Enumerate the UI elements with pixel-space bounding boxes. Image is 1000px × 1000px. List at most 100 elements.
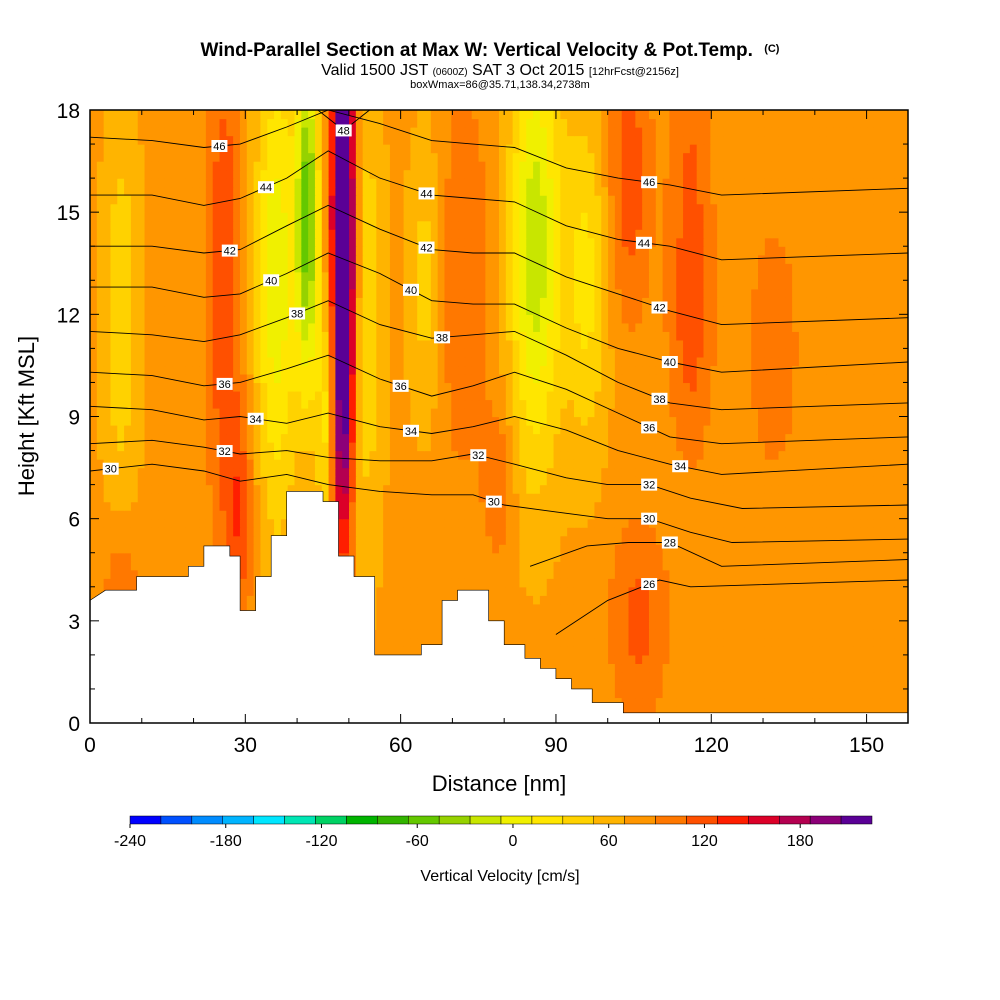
velocity-cell — [560, 663, 568, 673]
velocity-cell — [117, 450, 125, 460]
velocity-cell — [396, 637, 405, 647]
velocity-cell — [642, 459, 650, 469]
velocity-cell — [499, 603, 507, 613]
velocity-cell — [614, 518, 623, 528]
velocity-cell — [642, 467, 650, 477]
velocity-cell — [744, 603, 752, 613]
velocity-cell — [655, 425, 664, 435]
velocity-cell — [328, 407, 336, 418]
velocity-cell — [805, 433, 814, 443]
velocity-cell — [314, 382, 323, 392]
velocity-cell — [901, 390, 908, 401]
velocity-cell — [349, 425, 357, 435]
velocity-cell — [792, 561, 800, 571]
velocity-cell — [274, 382, 282, 392]
velocity-cell — [737, 620, 745, 630]
velocity-cell — [805, 416, 814, 426]
velocity-cell — [512, 552, 521, 562]
velocity-cell — [512, 569, 521, 579]
velocity-cell — [417, 476, 425, 486]
velocity-cell — [526, 629, 534, 639]
velocity-cell — [124, 484, 132, 494]
velocity-cell — [499, 407, 507, 418]
velocity-cell — [689, 561, 698, 571]
velocity-cell — [492, 484, 500, 494]
velocity-cell — [389, 646, 398, 656]
velocity-cell — [355, 527, 364, 537]
velocity-cell — [335, 450, 343, 460]
velocity-cell — [833, 433, 841, 443]
velocity-cell — [253, 450, 262, 460]
velocity-cell — [164, 552, 173, 562]
velocity-cell — [424, 382, 432, 392]
velocity-cell — [362, 442, 371, 452]
velocity-cell — [396, 459, 405, 469]
velocity-cell — [171, 561, 180, 571]
velocity-cell — [873, 501, 882, 511]
velocity-cell — [417, 425, 425, 435]
velocity-cell — [389, 612, 398, 622]
velocity-cell — [389, 510, 398, 520]
velocity-cell — [424, 407, 432, 418]
velocity-cell — [233, 493, 241, 503]
velocity-cell — [519, 476, 527, 486]
velocity-cell — [546, 629, 555, 639]
velocity-cell — [376, 544, 384, 554]
velocity-cell — [798, 518, 807, 528]
velocity-cell — [669, 680, 677, 690]
velocity-cell — [110, 450, 118, 460]
velocity-cell — [614, 697, 623, 707]
velocity-cell — [321, 459, 330, 469]
velocity-cell — [873, 629, 882, 639]
velocity-cell — [417, 561, 425, 571]
velocity-cell — [655, 552, 664, 562]
velocity-cell — [614, 433, 623, 443]
velocity-cell — [464, 561, 473, 571]
velocity-cell — [635, 569, 643, 579]
velocity-cell — [812, 603, 820, 613]
velocity-cell — [648, 612, 657, 622]
velocity-cell — [867, 680, 875, 690]
velocity-cell — [124, 365, 132, 375]
velocity-cell — [280, 373, 289, 384]
velocity-cell — [887, 518, 895, 528]
velocity-cell — [737, 373, 745, 384]
velocity-cell — [505, 390, 514, 401]
velocity-cell — [798, 569, 807, 579]
velocity-cell — [696, 646, 705, 656]
velocity-cell — [648, 688, 657, 699]
velocity-cell — [833, 620, 841, 630]
velocity-cell — [389, 629, 398, 639]
velocity-cell — [403, 637, 411, 647]
velocity-cell — [519, 518, 527, 528]
velocity-cell — [628, 569, 636, 579]
velocity-cell — [880, 561, 889, 571]
velocity-cell — [512, 425, 521, 435]
velocity-cell — [383, 569, 391, 579]
velocity-cell — [778, 442, 786, 452]
velocity-cell — [349, 416, 357, 426]
velocity-cell — [280, 459, 289, 469]
velocity-cell — [553, 382, 561, 392]
velocity-cell — [383, 586, 391, 596]
velocity-cell — [764, 569, 773, 579]
velocity-cell — [533, 373, 541, 384]
velocity-cell — [287, 459, 296, 469]
velocity-cell — [239, 586, 248, 596]
velocity-cell — [403, 578, 411, 588]
velocity-cell — [737, 544, 745, 554]
velocity-cell — [389, 561, 398, 571]
velocity-cell — [171, 518, 180, 528]
velocity-cell — [778, 552, 786, 562]
velocity-cell — [635, 595, 643, 605]
velocity-cell — [723, 510, 732, 520]
velocity-cell — [533, 646, 541, 656]
velocity-cell — [758, 416, 766, 426]
velocity-cell — [294, 450, 302, 460]
velocity-cell — [499, 535, 507, 545]
velocity-cell — [662, 612, 671, 622]
velocity-cell — [792, 697, 800, 707]
velocity-cell — [499, 365, 507, 375]
velocity-cell — [655, 459, 664, 469]
velocity-cell — [778, 595, 786, 605]
